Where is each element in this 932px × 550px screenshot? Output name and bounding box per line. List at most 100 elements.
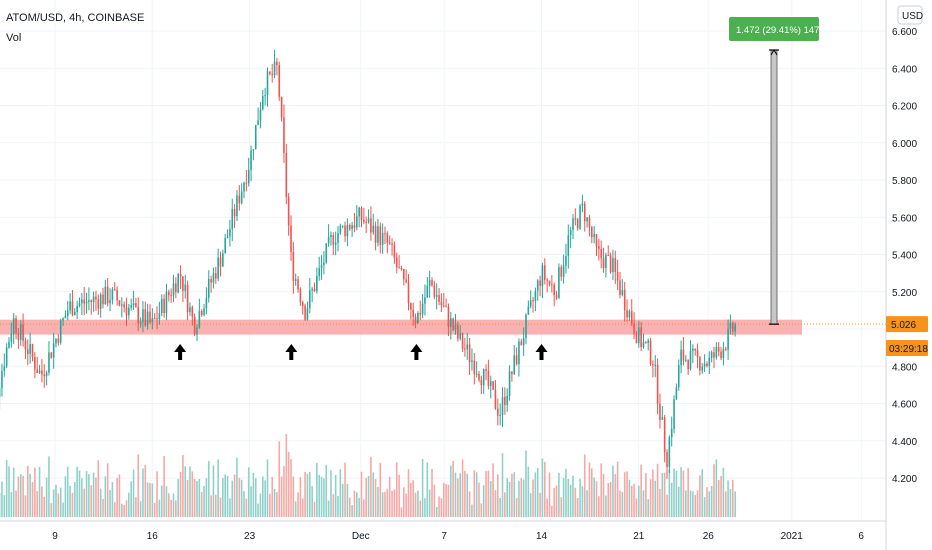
last-price-value: 5.026 <box>891 320 916 331</box>
volume-bar <box>600 463 602 517</box>
volume-bar <box>90 485 93 517</box>
volume-bar <box>607 483 610 517</box>
candle <box>539 275 541 297</box>
volume-bar <box>55 484 57 517</box>
volume-bar <box>616 461 619 517</box>
candle <box>222 249 224 267</box>
volume-bar <box>132 469 135 517</box>
candle <box>403 268 405 286</box>
measure-label: 1.472 (29.41%) 1472 <box>736 25 825 36</box>
time-tick-label: 21 <box>633 531 645 542</box>
volume-bar <box>118 474 121 517</box>
volume-bar <box>160 485 163 517</box>
candle <box>480 375 483 395</box>
candle <box>518 338 520 377</box>
candle <box>703 354 706 373</box>
candle <box>172 274 175 303</box>
volume-bar <box>562 477 565 517</box>
volume-bar <box>358 497 360 517</box>
candle <box>417 311 419 324</box>
candle <box>511 371 513 382</box>
volume-bar <box>123 504 125 517</box>
volume-bar <box>219 497 222 517</box>
candle <box>327 224 330 247</box>
candle <box>264 87 266 106</box>
candle <box>522 327 525 356</box>
volume-bar <box>27 465 29 517</box>
candle <box>602 247 605 273</box>
candle <box>685 355 687 363</box>
candle <box>15 315 17 340</box>
candle <box>482 368 485 394</box>
volume-bar <box>544 461 546 517</box>
candle <box>346 218 349 247</box>
volume-bar <box>560 497 563 517</box>
volume-indicator-label[interactable]: Vol <box>6 32 21 44</box>
volume-bar <box>38 467 41 517</box>
candle <box>283 104 285 163</box>
measure-bar <box>770 49 778 325</box>
volume-bar <box>76 466 78 517</box>
time-axis[interactable]: 9 16 23 Dec 7 14 21 26 2021 6 <box>52 531 864 542</box>
volume-bar <box>428 489 431 517</box>
candle <box>31 343 34 362</box>
candle <box>567 224 570 269</box>
currency-button[interactable]: USD <box>897 5 923 25</box>
candle <box>499 403 501 426</box>
last-price-tag: 5.026 03:29:18 <box>886 316 928 356</box>
volume-bar <box>306 473 309 517</box>
candle <box>370 206 372 241</box>
volume-bar <box>379 462 382 517</box>
volume-bar <box>245 498 248 517</box>
volume-bar <box>240 479 243 517</box>
candle <box>189 302 191 316</box>
candle <box>732 321 734 336</box>
volume-bar <box>586 490 588 517</box>
volume-bar <box>29 473 31 517</box>
candle <box>217 248 219 282</box>
volume-bar <box>450 465 452 517</box>
candle <box>247 157 250 187</box>
volume-bar <box>15 490 17 517</box>
candle <box>254 124 257 150</box>
volume-bar <box>135 497 137 517</box>
volume-bar <box>407 469 410 517</box>
volume-bar <box>363 499 365 517</box>
volume-bar <box>271 476 273 517</box>
volume-bar <box>323 478 325 517</box>
candle <box>83 286 85 316</box>
candle <box>109 288 111 312</box>
candle <box>257 107 259 126</box>
volume-bar <box>309 471 311 517</box>
price-axis[interactable]: 6.600 6.400 6.200 6.000 5.800 5.600 5.400 5.200… <box>892 27 917 485</box>
volume-bar <box>722 467 725 517</box>
candle <box>706 361 708 368</box>
volume-bar <box>572 475 574 517</box>
volume-bar <box>158 499 161 517</box>
candle <box>421 294 424 319</box>
volume-bar <box>433 484 436 517</box>
volume-bar <box>113 502 116 517</box>
volume-bar <box>612 465 614 517</box>
volume-bar <box>445 484 447 517</box>
volume-bar <box>504 492 506 517</box>
volume-bar <box>713 464 715 517</box>
candle <box>106 278 109 307</box>
candle <box>374 221 377 251</box>
candle <box>48 341 50 376</box>
volume-bar <box>431 469 433 517</box>
candle <box>69 293 71 315</box>
candle <box>414 313 417 329</box>
volume-bar <box>64 476 67 517</box>
volume-bar <box>252 472 255 517</box>
volume-bar <box>487 470 490 517</box>
volume-bar <box>473 470 476 517</box>
candle <box>431 277 433 287</box>
price-range-measure[interactable]: 1.472 (29.41%) 1472 <box>729 17 825 325</box>
volume-bar <box>696 490 699 517</box>
candle <box>661 406 664 420</box>
volume-bar <box>647 499 649 517</box>
candle <box>219 251 222 277</box>
chart-title[interactable]: ATOM/USD, 4h, COINBASE <box>6 12 144 24</box>
